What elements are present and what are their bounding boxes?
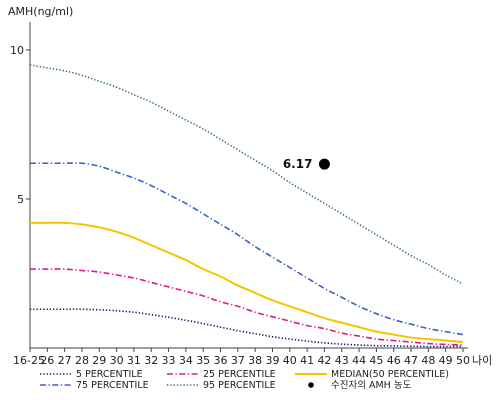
x-tick-label: 49 — [439, 354, 453, 367]
x-tick-label: 32 — [144, 354, 158, 367]
x-tick-label: 43 — [335, 354, 349, 367]
legend-marker-dot — [308, 382, 314, 388]
legend-label: 75 PERCENTILE — [76, 380, 149, 391]
x-tick-label: 44 — [352, 354, 366, 367]
series-line-75-percentile — [29, 162, 464, 336]
y-tick-label: 10 — [10, 44, 24, 57]
x-tick-label: 27 — [58, 354, 72, 367]
x-tick-label: 33 — [162, 354, 176, 367]
x-tick-label: 39 — [265, 354, 279, 367]
series-line-5-percentile — [30, 308, 463, 348]
x-tick-label: 36 — [214, 354, 228, 367]
series-line-25-percentile — [30, 268, 464, 346]
patient-amh-point — [318, 158, 330, 170]
x-tick-label: 41 — [300, 354, 314, 367]
x-tick-label: 16-25 — [13, 354, 45, 367]
legend-label: 5 PERCENTILE — [76, 369, 143, 380]
x-tick-label: 30 — [110, 354, 124, 367]
x-tick-label: 48 — [421, 354, 435, 367]
legend-label: 95 PERCENTILE — [203, 380, 276, 391]
legend-label: MEDIAN(50 PERCENTILE) — [331, 369, 449, 380]
series-line-95-percentile — [29, 64, 464, 285]
x-axis-title: 나이 — [472, 354, 492, 367]
x-tick-label: 28 — [75, 354, 89, 367]
x-tick-label: 29 — [92, 354, 106, 367]
x-tick-label: 35 — [196, 354, 210, 367]
x-tick-label: 45 — [369, 354, 383, 367]
x-tick-label: 37 — [231, 354, 245, 367]
series-line-median-50-percentile — [29, 221, 464, 344]
x-tick-label: 34 — [179, 354, 193, 367]
x-tick-label: 26 — [40, 354, 54, 367]
y-axis-title: AMH(ng/ml) — [8, 5, 73, 18]
y-tick-label: 5 — [17, 193, 24, 206]
legend-label: 수진자의 AMH 농도 — [331, 380, 412, 391]
patient-amh-label: 6.17 — [283, 157, 313, 171]
x-tick-label: 31 — [127, 354, 141, 367]
x-tick-label: 38 — [248, 354, 262, 367]
x-tick-label: 47 — [404, 354, 418, 367]
x-tick-label: 50 — [456, 354, 470, 367]
x-tick-label: 42 — [317, 354, 331, 367]
x-tick-label: 40 — [283, 354, 297, 367]
legend-label: 25 PERCENTILE — [203, 369, 276, 380]
x-tick-label: 46 — [387, 354, 401, 367]
